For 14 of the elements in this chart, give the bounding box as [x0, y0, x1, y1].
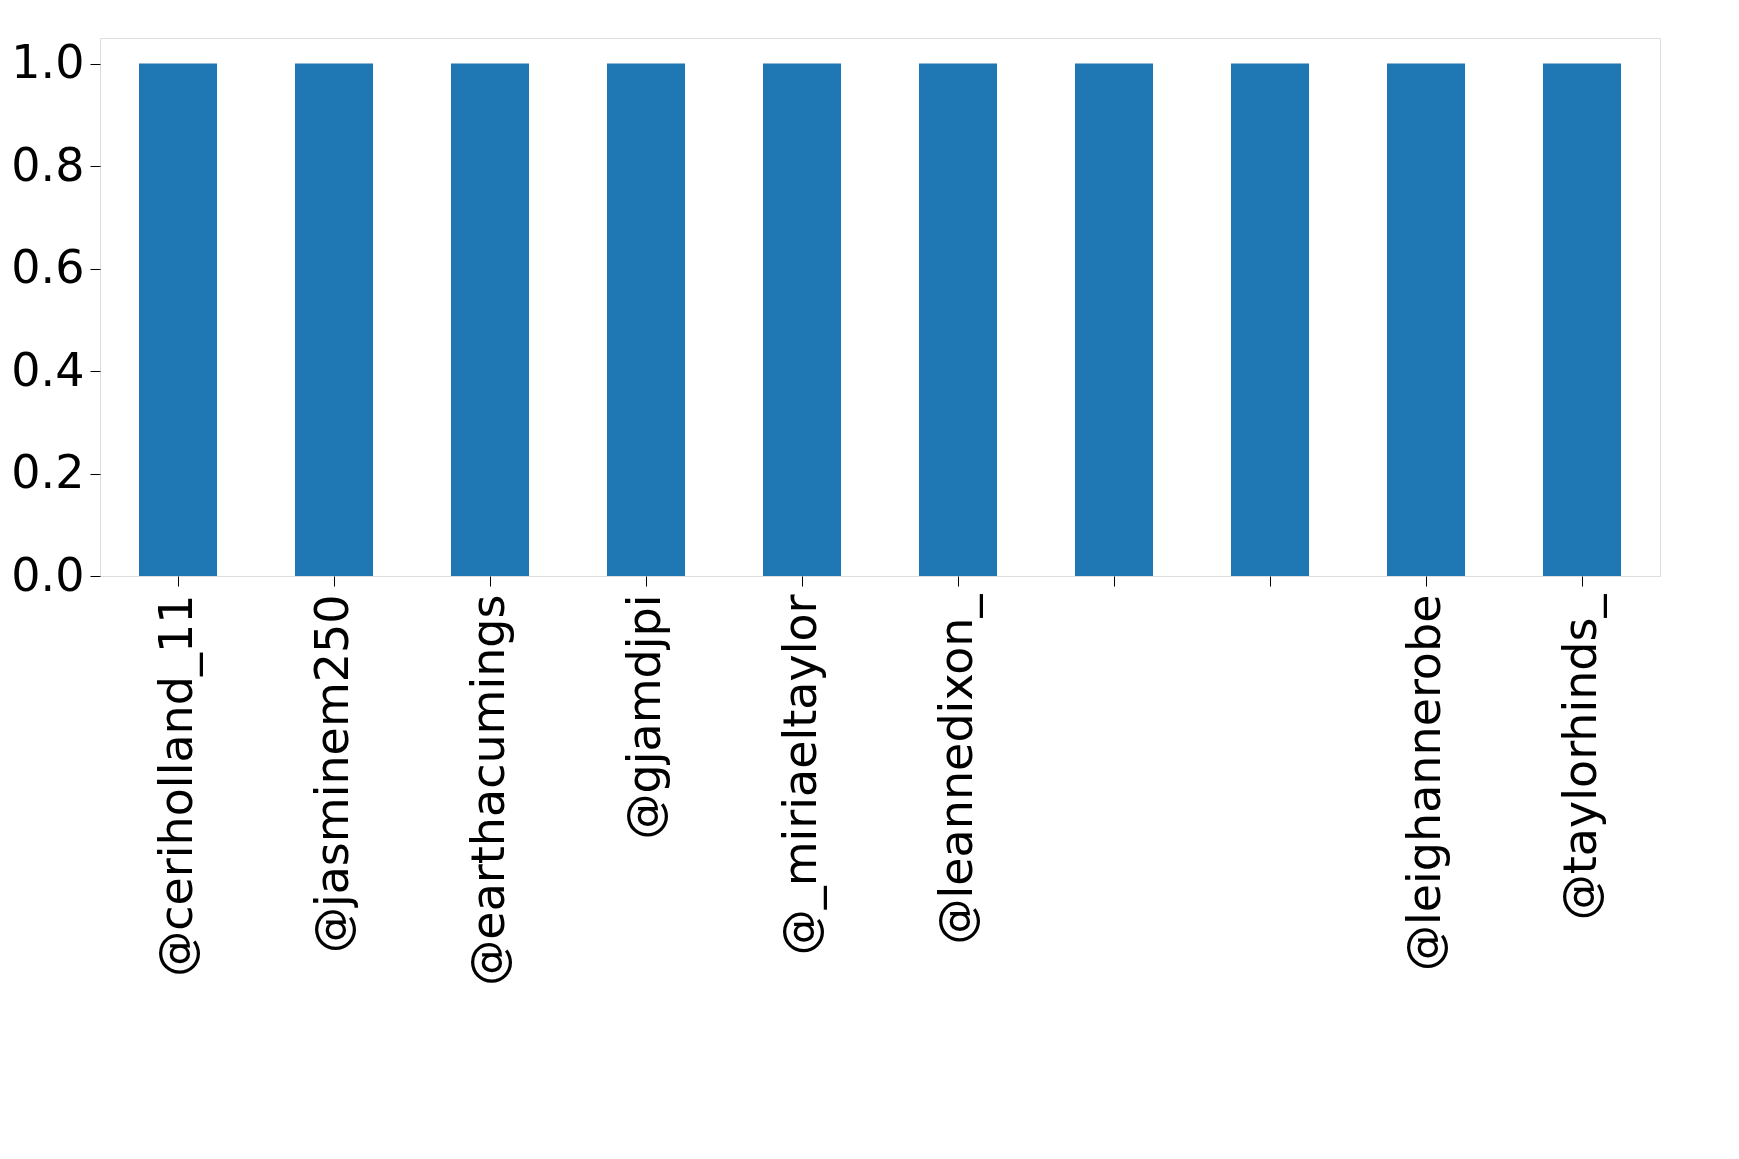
x-tick-label: @leannedixon_ [929, 593, 983, 945]
x-tick-label: @jasminem250 [305, 594, 359, 954]
x-tick-label: @_miriaeltaylor [773, 594, 827, 956]
x-tick-label: @ceriholland_11 [149, 594, 203, 977]
y-tick-label: 0.0 [11, 547, 85, 602]
x-tick-label: @leighannerobe [1397, 594, 1451, 972]
y-tick-label: 0.2 [11, 445, 85, 500]
y-tick-label: 0.8 [11, 137, 85, 192]
x-tick-label: @earthacumings [461, 594, 515, 986]
y-tick-label: 0.6 [11, 240, 85, 295]
x-tick-label: @taylorhinds_ [1553, 593, 1607, 921]
y-tick-label: 1.0 [11, 35, 85, 90]
x-tick-label: @gjamdjpi [617, 594, 671, 840]
y-tick-label: 0.4 [11, 342, 85, 397]
